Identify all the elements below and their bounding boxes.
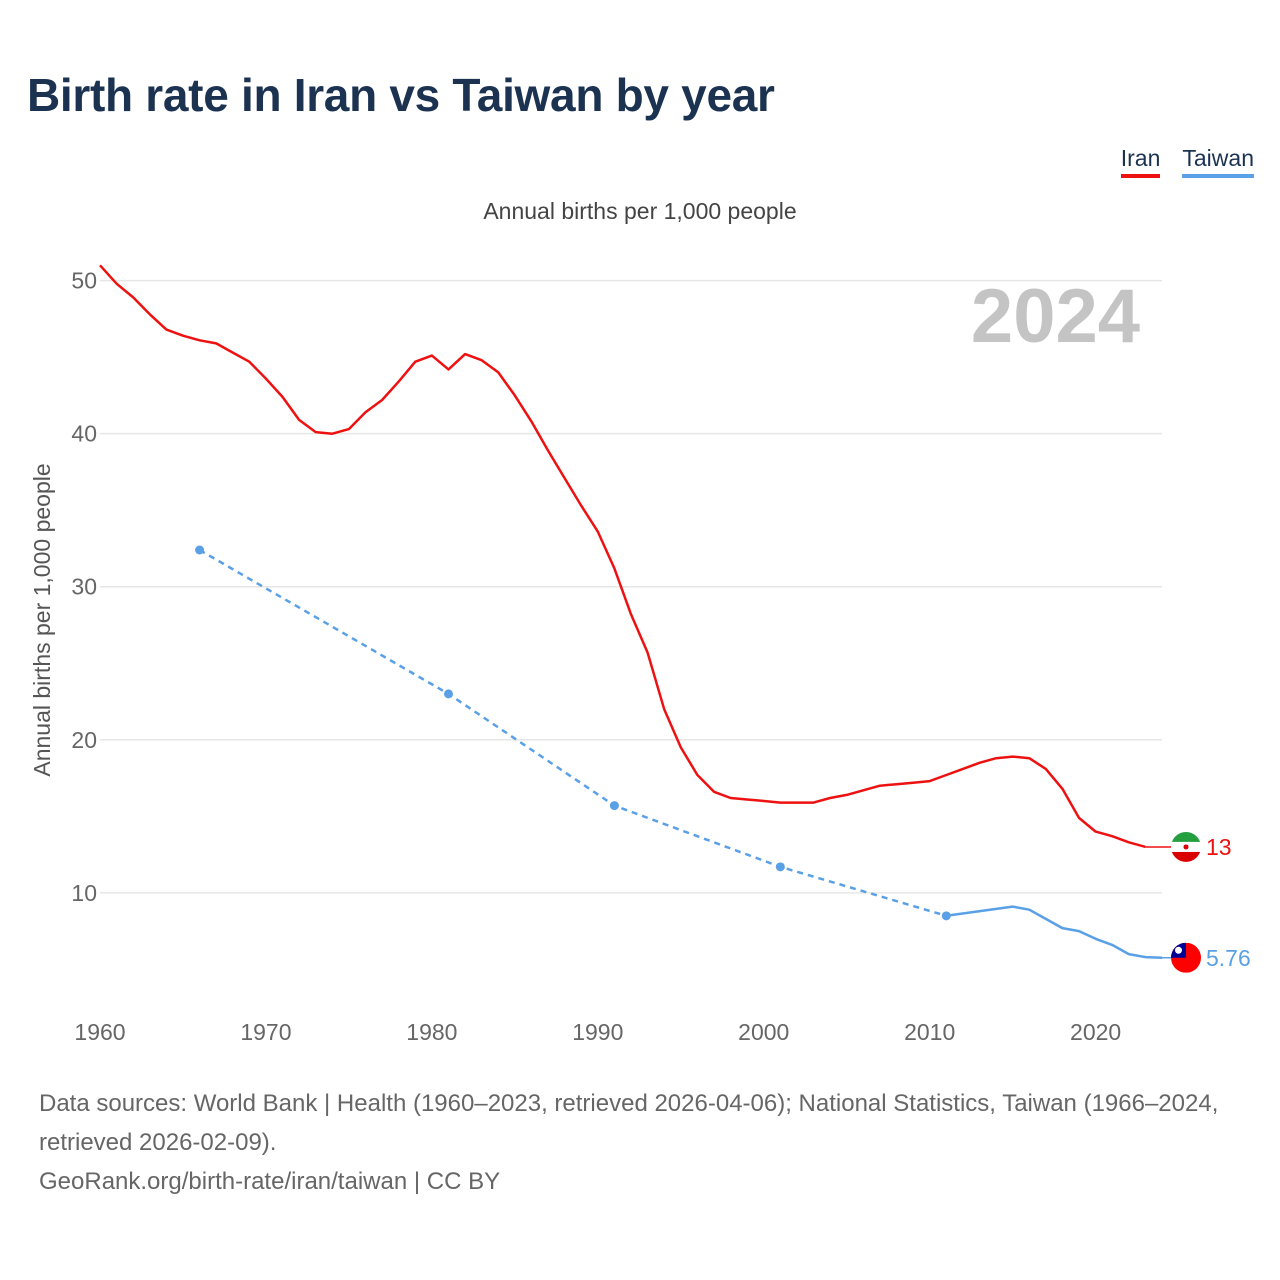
data-sources-text: Data sources: World Bank | Health (1960–… — [39, 1090, 1219, 1156]
y-tick-label-40: 40 — [71, 421, 97, 447]
data-point-taiwan-1966 — [195, 545, 205, 555]
x-tick-label-1970: 1970 — [240, 1019, 291, 1045]
chart-subtitle: Annual births per 1,000 people — [483, 198, 797, 224]
y-tick-label-30: 30 — [71, 574, 97, 600]
data-point-taiwan-2001 — [775, 862, 785, 872]
year-watermark: 2024 — [971, 274, 1140, 359]
y-tick-label-50: 50 — [71, 268, 97, 294]
x-tick-label-1960: 1960 — [74, 1019, 125, 1045]
x-tick-label-1990: 1990 — [572, 1019, 623, 1045]
x-tick-label-1980: 1980 — [406, 1019, 457, 1045]
series-line-iran — [99, 264, 1146, 849]
taiwan-end-value-label: 5.76 — [1206, 945, 1251, 971]
series-line-taiwan-dashed — [198, 548, 947, 917]
legend-item-taiwan[interactable]: Taiwan — [1182, 145, 1254, 178]
y-tick-label-20: 20 — [71, 727, 97, 753]
chart-title: Birth rate in Iran vs Taiwan by year — [27, 69, 775, 121]
x-tick-label-2000: 2000 — [738, 1019, 789, 1045]
credit-text[interactable]: GeoRank.org/birth-rate/iran/taiwan | CC … — [39, 1168, 501, 1195]
x-tick-label-2010: 2010 — [904, 1019, 955, 1045]
y-tick-label-10: 10 — [71, 880, 97, 906]
legend-item-iran[interactable]: Iran — [1120, 145, 1161, 178]
y-axis-label: Annual births per 1,000 people — [29, 463, 55, 776]
iran-flag-icon — [1171, 831, 1201, 862]
x-tick-label-2020: 2020 — [1070, 1019, 1121, 1045]
data-point-taiwan-1991 — [609, 801, 619, 811]
data-point-taiwan-2011 — [941, 911, 951, 921]
footer: Data sources: World Bank | Health (1960–… — [39, 1084, 1249, 1201]
taiwan-flag-icon — [1171, 942, 1201, 973]
iran-end-value-label: 13 — [1206, 834, 1232, 860]
data-point-taiwan-1981 — [443, 689, 453, 699]
legend: Iran Taiwan — [1120, 145, 1254, 178]
line-chart: 2024 10 20 30 40 50 1960 1970 1980 1990 2000 2010 20… — [29, 264, 1251, 1045]
series-line-taiwan — [946, 905, 1163, 960]
